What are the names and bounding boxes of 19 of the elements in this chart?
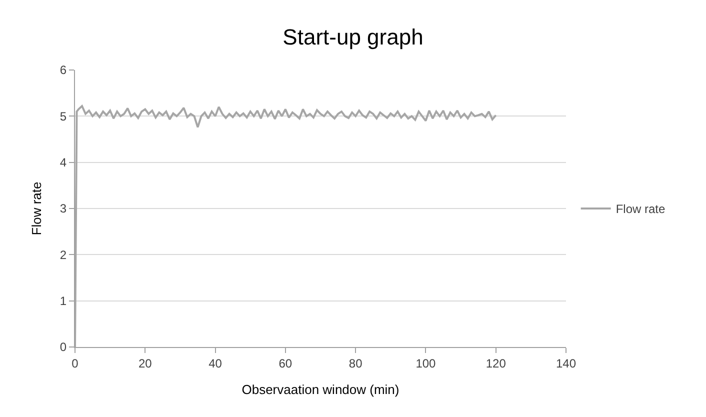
y-tick-label: 3 bbox=[60, 202, 67, 216]
y-tick-label: 6 bbox=[60, 63, 67, 78]
y-tick-label: 0 bbox=[60, 340, 67, 354]
legend-label: Flow rate bbox=[616, 202, 666, 216]
chart-title: Start-up graph bbox=[282, 24, 424, 50]
x-tick-label: 140 bbox=[556, 356, 576, 370]
y-tick-label: 4 bbox=[60, 156, 67, 170]
x-tick-label: 20 bbox=[138, 356, 152, 370]
x-axis-title: Observaation window (min) bbox=[242, 382, 400, 397]
x-tick-label: 100 bbox=[416, 356, 436, 370]
y-tick-label: 2 bbox=[60, 248, 67, 262]
y-tick-label: 5 bbox=[60, 109, 67, 124]
x-tick-label: 80 bbox=[348, 356, 363, 370]
y-axis-title: Flow rate bbox=[28, 182, 44, 236]
x-tick-label: 0 bbox=[72, 356, 79, 370]
y-tick-label: 1 bbox=[60, 294, 67, 308]
x-tick-label: 40 bbox=[208, 356, 222, 370]
x-tick-label: 60 bbox=[278, 356, 292, 370]
x-tick-label: 120 bbox=[486, 356, 506, 370]
